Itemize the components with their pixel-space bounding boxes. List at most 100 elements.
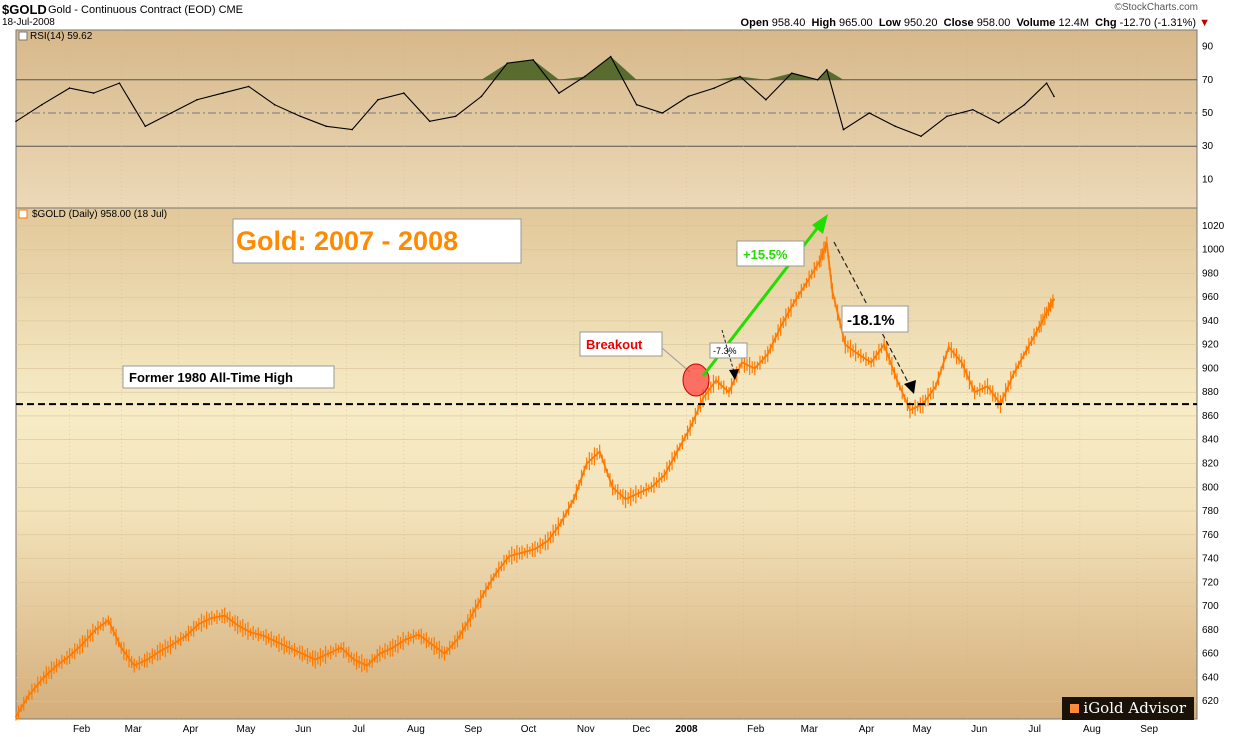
rsi-point [558,92,560,94]
rsi-point [946,115,948,118]
loss-label: -18.1% [847,312,895,329]
rsi-point [480,95,483,98]
x-tick-label: Jun [971,724,987,735]
price-point [908,409,911,412]
x-tick-label: Dec [632,724,650,735]
price-point [831,290,834,293]
chart-date: 18-Jul-2008 [2,17,55,28]
price-point [482,593,485,596]
price-tick-label: 800 [1202,482,1219,493]
rsi-point [325,125,328,128]
rsi-tick-label: 50 [1202,108,1214,119]
price-point [469,616,472,619]
rsi-point [713,87,715,89]
rsi-point [790,72,793,74]
price-tick-label: 680 [1202,625,1219,636]
rsi-tick-label: 10 [1202,174,1214,185]
price-point [107,619,110,622]
rsi-point [247,85,250,88]
price-point [365,664,368,667]
price-tick-label: 640 [1202,672,1219,683]
price-point [585,462,588,465]
price-tick-label: 960 [1202,292,1219,303]
price-point [378,652,381,655]
price-point [883,343,886,346]
rsi-point [765,98,767,101]
price-point [546,539,549,542]
price-point [159,650,162,653]
gain-arrowhead [812,214,828,234]
rsi-legend-icon [18,31,28,41]
price-point [15,715,17,718]
rsi-point [609,55,612,58]
x-tick-label: Sep [464,724,482,735]
price-tick-label: 780 [1202,506,1219,517]
x-tick-label: May [236,724,255,735]
price-point [120,646,123,649]
rsi-point [971,108,974,111]
price-point [184,634,187,637]
price-point [146,658,149,661]
price-point [391,646,394,649]
price-point [443,652,446,655]
price-point [753,367,756,370]
price-point [508,555,511,558]
price-point [960,361,963,364]
rsi-point [403,92,405,94]
price-point [1012,373,1015,376]
price-tick-label: 700 [1202,601,1219,612]
rsi-point [816,79,819,81]
price-point [27,694,30,697]
price-point [844,343,847,346]
price-point [973,391,976,394]
ath-label: Former 1980 All-Time High [129,370,293,385]
price-point [825,242,828,245]
rsi-point [299,115,302,118]
loss-box [841,305,909,333]
x-tick-label: Mar [125,724,143,735]
rsi-point [377,98,379,101]
breakout-box [579,331,663,357]
price-point [340,646,343,649]
price-point [676,450,679,453]
gain-label: +15.5% [743,247,788,262]
price-point [236,624,239,627]
price-point [637,492,640,495]
price-point [55,664,58,667]
price-point [521,551,524,554]
rsi-point [1023,103,1026,106]
price-tick-label: 1020 [1202,221,1225,232]
price-point [495,571,498,574]
credit-text: ©StockCharts.com [1114,2,1198,13]
price-point [727,391,730,394]
price-point [896,379,899,382]
price-point [353,658,356,661]
rsi-point [273,103,276,106]
price-point [81,643,84,646]
rsi-point [842,128,845,131]
rsi-point [826,69,828,71]
rsi-point [920,135,922,138]
x-tick-label: Apr [859,724,875,735]
rsi-point [454,115,457,118]
price-point [818,260,821,263]
price-point [197,622,200,625]
price-point [534,548,537,551]
rsi-point [997,122,1000,124]
ticker-symbol: $GOLD [2,2,47,17]
price-point [663,474,666,477]
price-point [417,633,420,636]
price-point [171,643,174,646]
chart-title: Gold: 2007 - 2008 [236,226,458,256]
price-point [288,646,291,649]
price-point [314,658,317,661]
price-legend-icon [18,209,28,219]
rsi-point [1045,82,1048,84]
rsi-point [68,87,71,89]
rsi-point [170,112,172,114]
x-tick-label: Feb [73,724,91,735]
rsi-panel-label: RSI(14) 59.62 [30,31,93,42]
price-tick-label: 920 [1202,340,1219,351]
rsi-point [41,103,43,106]
dip-arrow [721,329,735,373]
